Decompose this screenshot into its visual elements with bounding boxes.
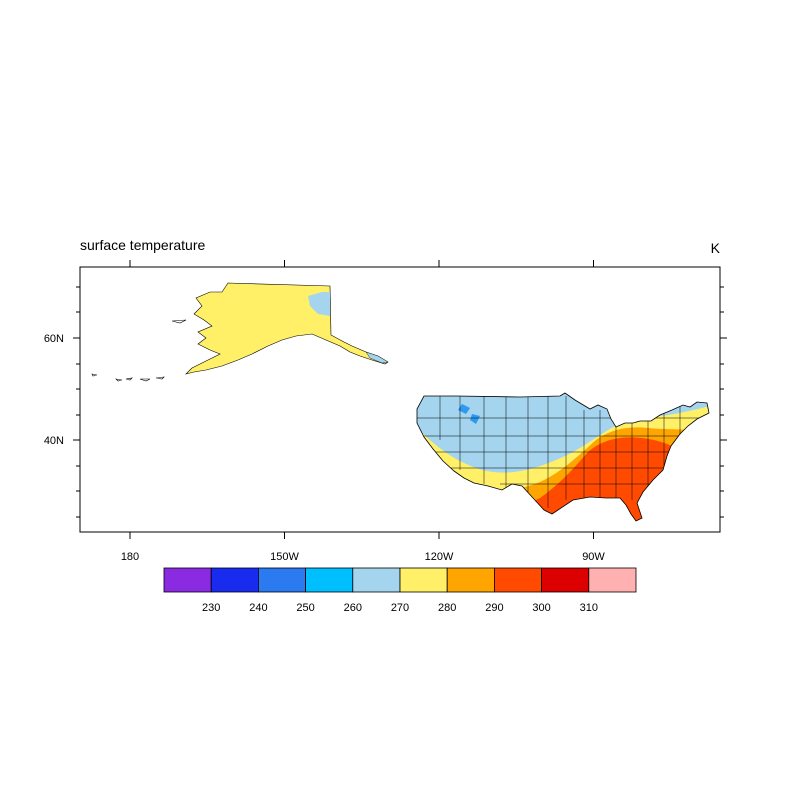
colorbar-level-label: 300: [532, 602, 550, 614]
map-title: surface temperature: [80, 237, 205, 253]
colorbar-level-label: 250: [296, 602, 314, 614]
colorbar-swatch: [399, 567, 448, 593]
colorbar-swatch: [493, 567, 542, 593]
colorbar: 230 240 250 260 270 280 290 300 310: [163, 567, 637, 614]
colorbar-swatch: [257, 567, 306, 593]
colorbar-swatch: [352, 567, 401, 593]
colorbar-swatch: [305, 567, 354, 593]
x-tick-label: 90W: [582, 551, 605, 563]
x-axis-ticks: 180 150W 120W 90W: [121, 260, 605, 563]
y-axis-ticks: 60N 40N: [44, 333, 727, 447]
colorbar-swatch: [446, 567, 495, 593]
colorbar-swatch: [588, 567, 637, 593]
alaska-landmass: [91, 282, 389, 382]
alaska-cold-region: [308, 292, 330, 316]
x-tick-label: 150W: [270, 551, 299, 563]
colorbar-swatch: [210, 567, 259, 593]
colorbar-swatch: [541, 567, 590, 593]
y-tick-label: 40N: [44, 435, 64, 447]
colorbar-level-label: 240: [249, 602, 267, 614]
y-tick-label: 60N: [44, 333, 64, 345]
x-tick-label: 120W: [425, 551, 454, 563]
colorbar-level-label: 270: [391, 602, 409, 614]
colorbar-level-label: 230: [202, 602, 220, 614]
units-label: K: [711, 240, 721, 256]
colorbar-level-label: 310: [580, 602, 598, 614]
colorbar-level-label: 260: [344, 602, 362, 614]
minor-ticks: [76, 286, 724, 518]
colorbar-level-label: 290: [485, 602, 503, 614]
colorbar-level-label: 280: [438, 602, 456, 614]
x-tick-label: 180: [121, 551, 139, 563]
colorbar-swatch: [163, 567, 212, 593]
